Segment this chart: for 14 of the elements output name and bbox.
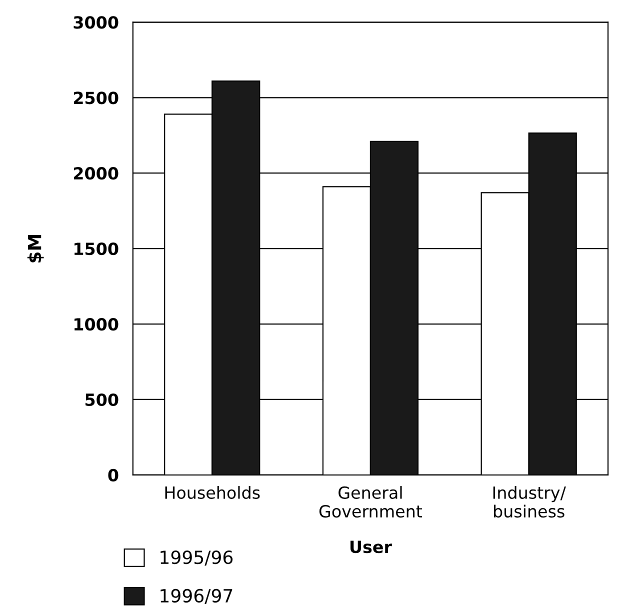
y-tick-label: 1500 xyxy=(74,242,118,256)
y-tick-label: 2500 xyxy=(74,92,118,104)
y-tick-label: 3000 xyxy=(74,16,118,29)
y-axis-title: $M xyxy=(27,234,44,262)
y-tick-label: 1000 xyxy=(74,318,118,331)
legend-label: 1996/97 xyxy=(160,588,232,604)
legend-label: 1995/96 xyxy=(160,550,233,566)
y-tick-label: 500 xyxy=(86,393,118,406)
x-axis-title: User xyxy=(350,540,392,554)
x-tick-label: Households xyxy=(165,486,260,499)
y-tick-label: 0 xyxy=(108,468,118,482)
x-tick-label: Industry/ business xyxy=(493,486,566,518)
x-tick-label: General Government xyxy=(319,486,422,518)
y-tick-label: 2000 xyxy=(74,167,118,180)
